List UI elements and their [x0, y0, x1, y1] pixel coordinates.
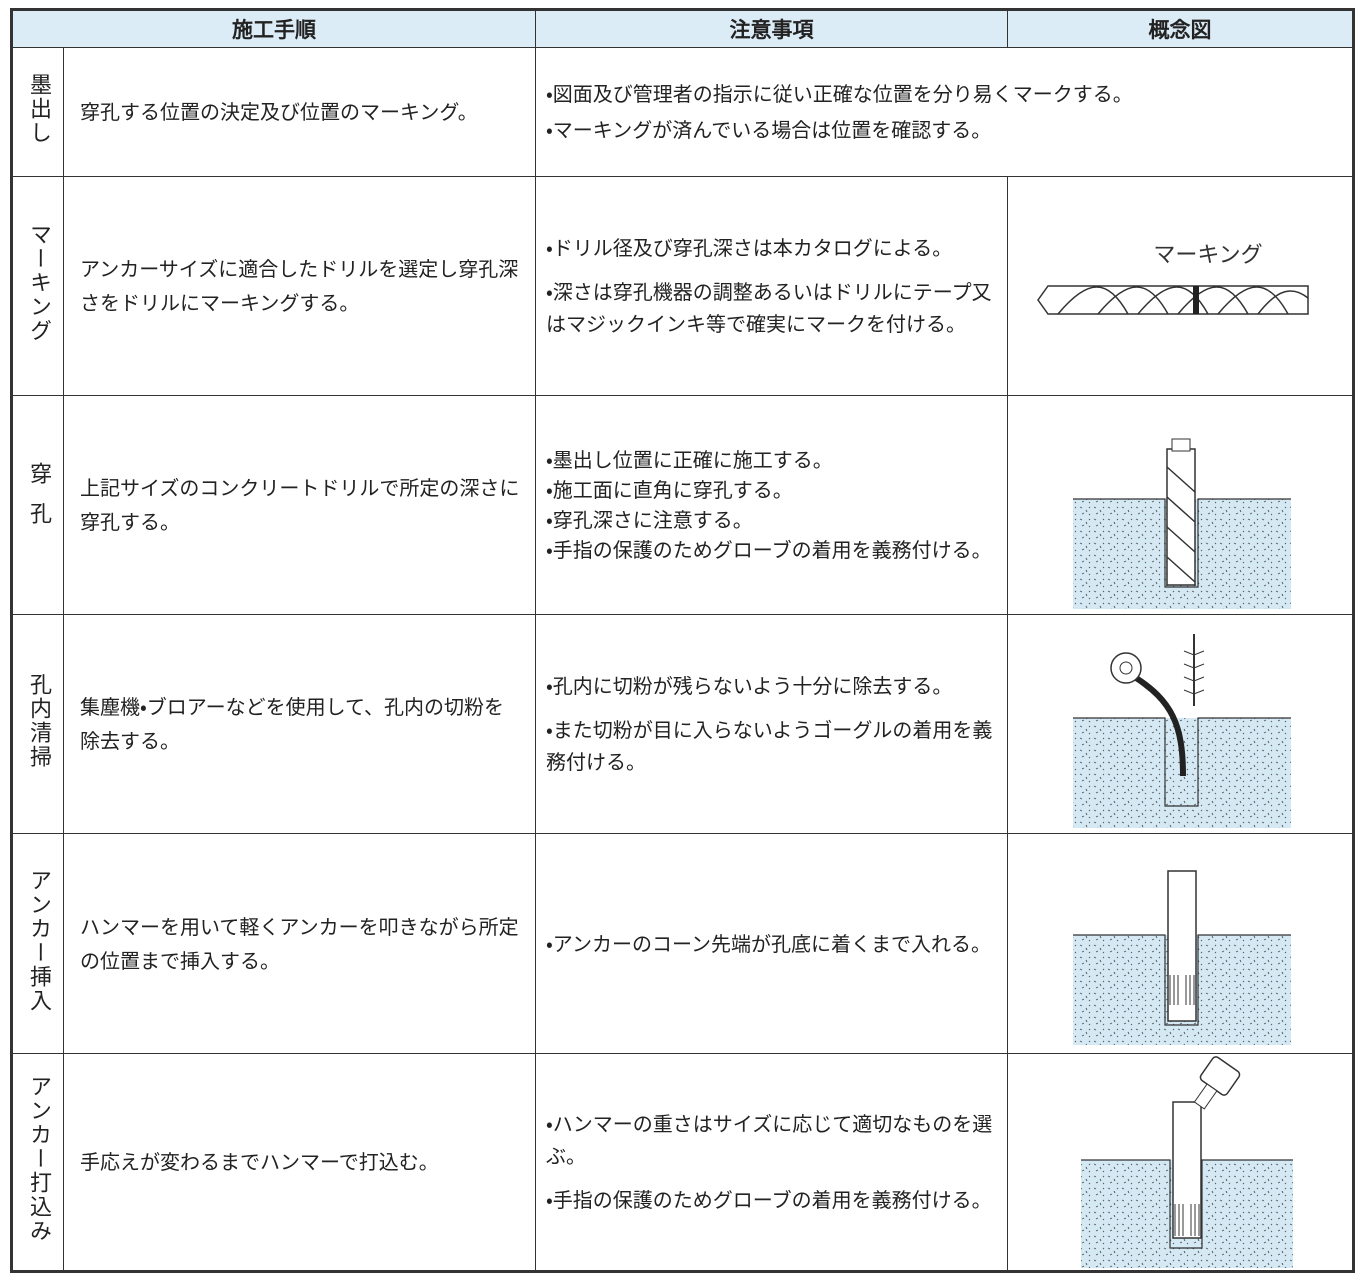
notes: ・ドリル径及び穿孔深さは本カタログによる。 ・深さは穿孔機器の調整あるいはドリル… — [535, 176, 1008, 396]
drive-figure — [1081, 1056, 1293, 1268]
step-cell: アンカー挿入 — [11, 833, 64, 1054]
row: アンカー挿入 ハンマーを用いて軽くアンカーを叩きながら所定の位置まで挿入する。 … — [11, 833, 1354, 1054]
step: マーキング — [26, 223, 51, 343]
note: ・孔内に切粉が残らないよう十分に除去する。 — [546, 674, 953, 698]
cleaning-figure — [1073, 633, 1291, 828]
figure-cell: マーキング — [1007, 176, 1354, 396]
header-cell: 概念図 — [1007, 9, 1354, 48]
step-cell: 孔内清掃 — [11, 614, 64, 834]
note: ・ハンマーの重さはサイズに応じて適切なものを選ぶ。 — [546, 1112, 993, 1168]
note: ・図面及び管理者の指示に従い正確な位置を分り易くマークする。 — [546, 82, 1133, 106]
notes: ・ハンマーの重さはサイズに応じて適切なものを選ぶ。 ・手指の保護のためグローブの… — [535, 1053, 1008, 1272]
figure-cell — [1007, 395, 1354, 615]
procedure: アンカーサイズに適合したドリルを選定し穿孔深さをドリルにマーキングする。 — [63, 176, 536, 396]
step: アンカー打込み — [26, 1075, 51, 1243]
row: マーキング アンカーサイズに適合したドリルを選定し穿孔深さをドリルにマーキングす… — [11, 176, 1354, 396]
row: 孔内清掃 集塵機・ブロアーなどを使用して、孔内の切粉を除去する。 ・孔内に切粉が… — [11, 614, 1354, 834]
notes: ・孔内に切粉が残らないよう十分に除去する。 ・また切粉が目に入らないようゴーグル… — [535, 614, 1008, 834]
drill-figure: マーキング — [1037, 243, 1309, 315]
header-row: 施工手順 注意事項 概念図 — [11, 9, 1354, 48]
figure-cell — [1007, 1053, 1354, 1272]
note: ・マーキングが済んでいる場合は位置を確認する。 — [546, 118, 992, 142]
insert-figure — [1073, 869, 1291, 1045]
notes: ・墨出し位置に正確に施工する。 ・施工面に直角に穿孔する。 ・穿孔深さに注意する… — [535, 395, 1008, 615]
procedure: 上記サイズのコンクリートドリルで所定の深さに穿孔する。 — [63, 395, 536, 615]
step-cell: マーキング — [11, 176, 64, 396]
row: アンカー打込み 手応えが変わるまでハンマーで打込む。 ・ハンマーの重さはサイズに… — [11, 1053, 1354, 1272]
step: 孔内清掃 — [26, 673, 51, 769]
step-cell: 墨出し — [11, 47, 64, 177]
note: ・穿孔深さに注意する。 — [546, 508, 753, 532]
procedure: ハンマーを用いて軽くアンカーを叩きながら所定の位置まで挿入する。 — [63, 833, 536, 1054]
notes: ・アンカーのコーン先端が孔底に着くまで入れる。 — [535, 833, 1008, 1054]
notes: ・図面及び管理者の指示に従い正確な位置を分り易くマークする。 ・マーキングが済ん… — [535, 47, 1354, 177]
step-cell: 穿孔 — [11, 395, 64, 615]
row: 穿孔 上記サイズのコンクリートドリルで所定の深さに穿孔する。 ・墨出し位置に正確… — [11, 395, 1354, 615]
note: ・手指の保護のためグローブの着用を義務付ける。 — [546, 1188, 992, 1212]
note: ・ドリル径及び穿孔深さは本カタログによる。 — [546, 236, 953, 260]
note: ・深さは穿孔機器の調整あるいはドリルにテープ又はマジックインキ等で確実にマークを… — [546, 280, 992, 336]
header-cell: 注意事項 — [535, 9, 1008, 48]
note: ・また切粉が目に入らないようゴーグルの着用を義務付ける。 — [546, 718, 993, 774]
procedure: 集塵機・ブロアーなどを使用して、孔内の切粉を除去する。 — [63, 614, 536, 834]
drilling-figure — [1073, 438, 1291, 609]
figure-label: マーキング — [1153, 243, 1262, 268]
note: ・手指の保護のためグローブの着用を義務付ける。 — [546, 538, 992, 562]
row: 墨出し 穿孔する位置の決定及び位置のマーキング。 ・図面及び管理者の指示に従い正… — [11, 47, 1354, 177]
step: 墨出し — [26, 73, 51, 145]
figure-cell — [1007, 833, 1354, 1054]
step: 穿孔 — [26, 462, 51, 542]
procedure: 手応えが変わるまでハンマーで打込む。 — [63, 1053, 536, 1272]
header-cell: 施工手順 — [11, 9, 536, 48]
note: ・墨出し位置に正確に施工する。 — [546, 448, 833, 472]
figure-cell — [1007, 614, 1354, 834]
procedure: 穿孔する位置の決定及び位置のマーキング。 — [63, 47, 536, 177]
note: ・アンカーのコーン先端が孔底に着くまで入れる。 — [546, 931, 991, 956]
procedure-table: 施工手順 注意事項 概念図 墨出し 穿孔する位置の決定及び位置のマーキング。 ・… — [10, 8, 1355, 1273]
note: ・施工面に直角に穿孔する。 — [546, 478, 793, 502]
step: アンカー挿入 — [26, 868, 51, 1013]
step-cell: アンカー打込み — [11, 1053, 64, 1272]
